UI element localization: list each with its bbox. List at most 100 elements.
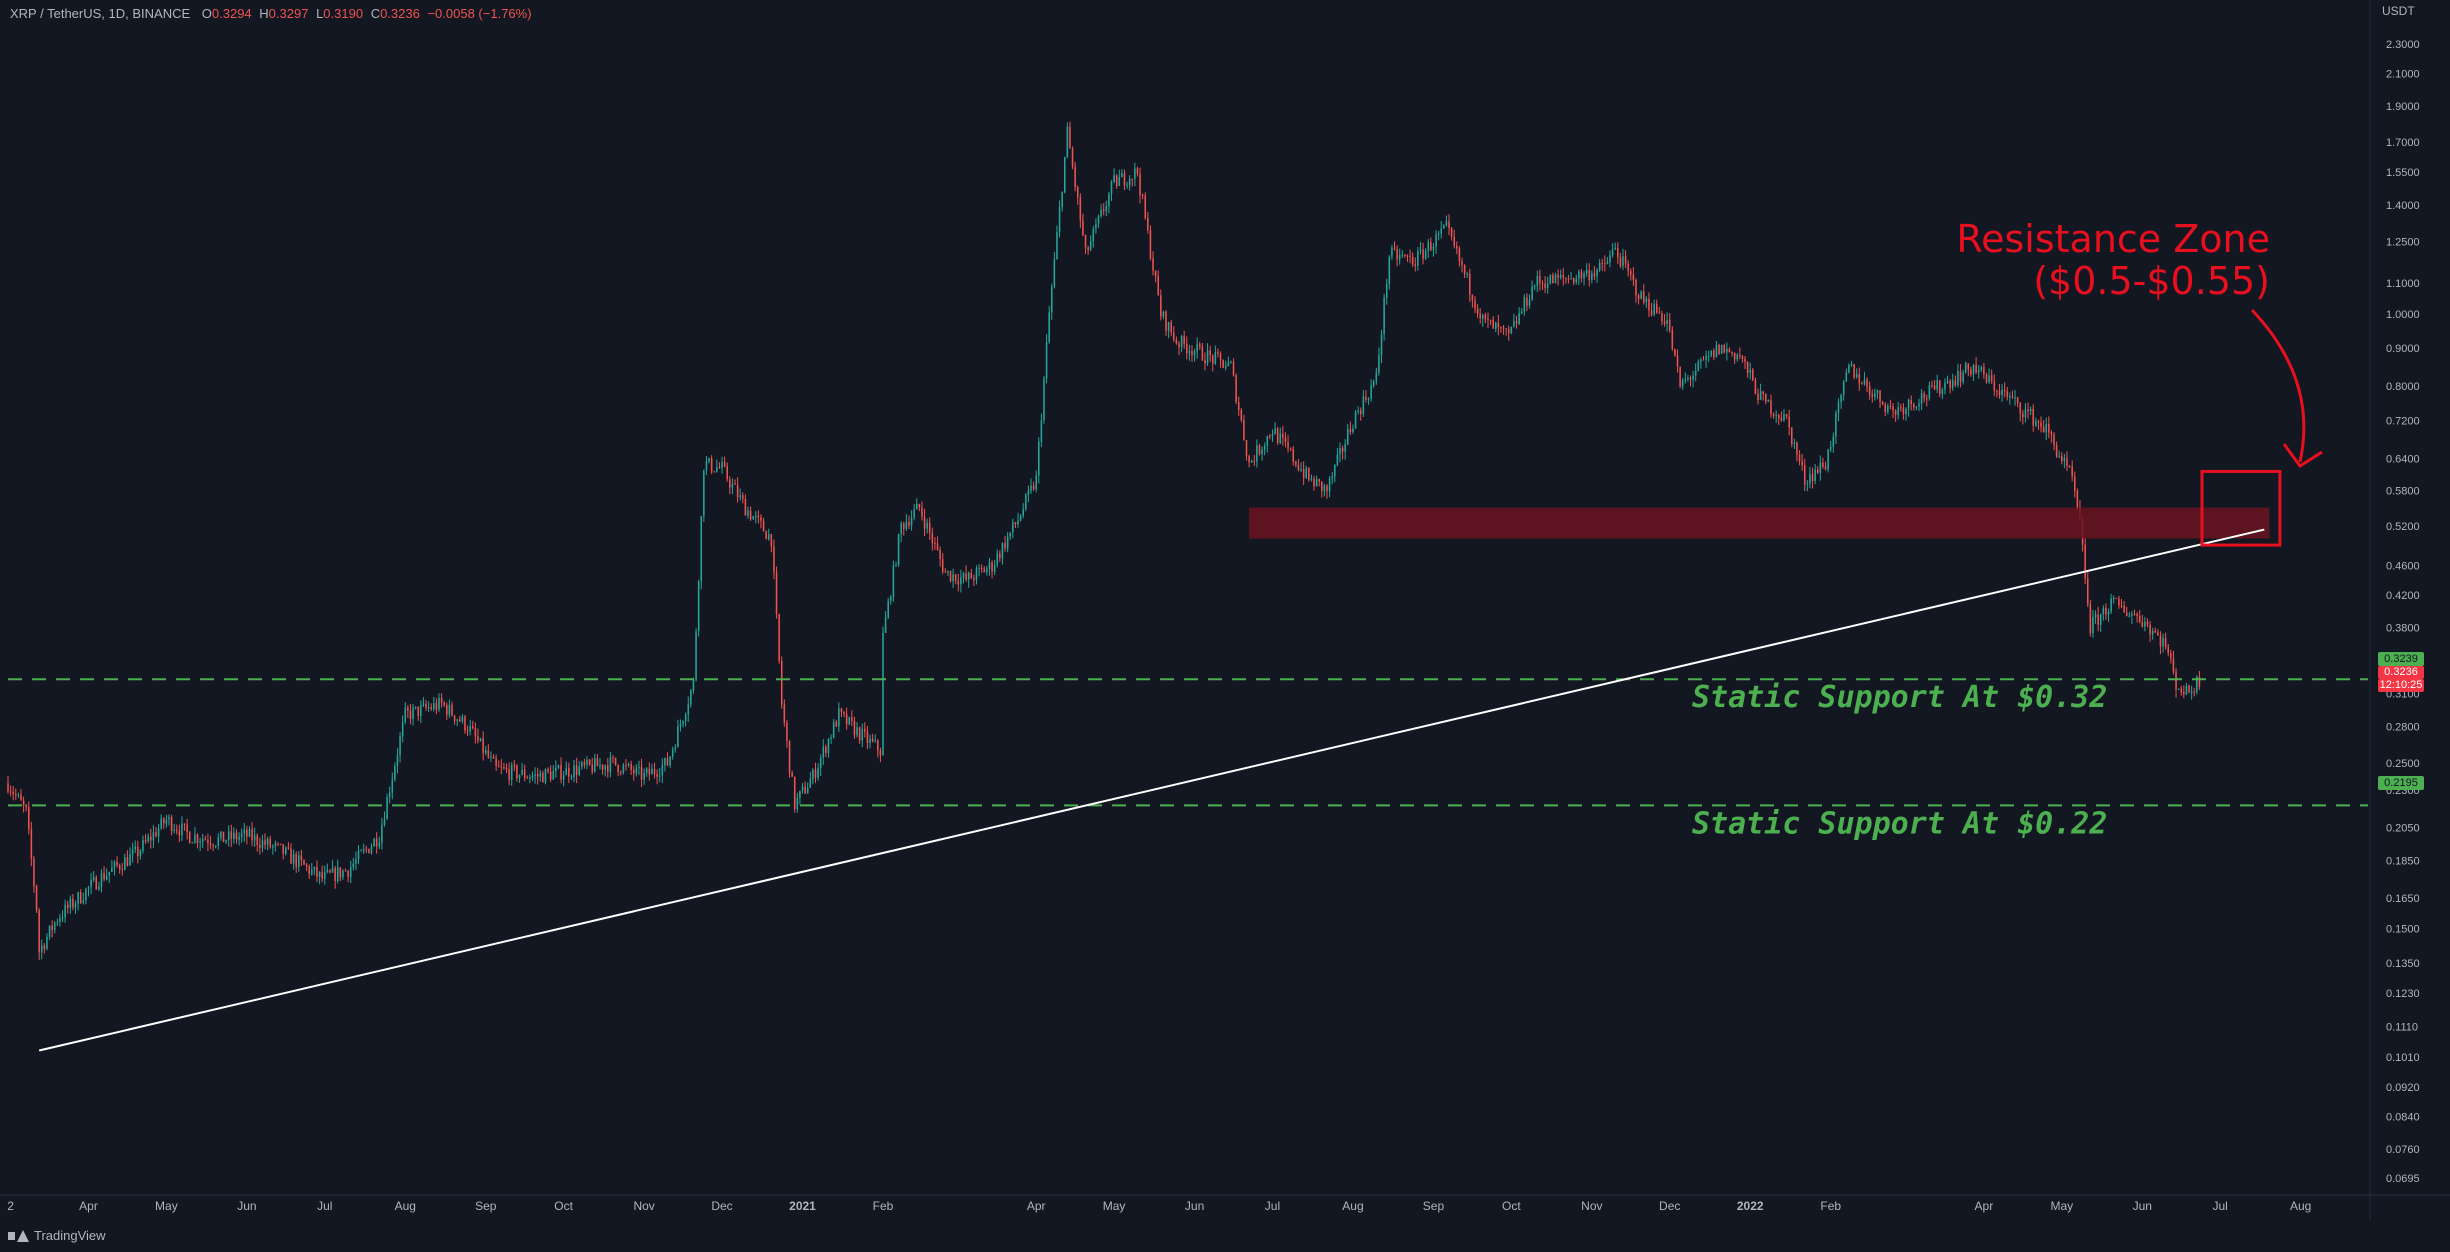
- candle-body: [819, 757, 822, 769]
- candle-body: [1006, 536, 1009, 549]
- candle-body: [1663, 321, 1666, 325]
- candle-body: [298, 855, 300, 868]
- candle-body: [251, 829, 253, 841]
- candle-body: [656, 773, 658, 777]
- candle-body: [370, 846, 373, 854]
- candle-body: [1100, 209, 1102, 216]
- candle-body: [482, 738, 484, 754]
- candle-body: [1796, 442, 1798, 455]
- candle-body: [1959, 370, 1962, 382]
- candle-body: [1292, 448, 1295, 462]
- candle-body: [30, 829, 33, 859]
- candle-body: [1310, 478, 1313, 480]
- candle-body: [313, 866, 316, 870]
- candle-body: [471, 726, 474, 729]
- candle-body: [201, 839, 204, 842]
- candle-body: [812, 769, 814, 780]
- candle-body: [339, 867, 342, 878]
- candle-body: [2128, 615, 2131, 617]
- candle-body: [2053, 434, 2055, 446]
- candle-body: [1339, 448, 1341, 455]
- candle-body: [2055, 445, 2058, 457]
- candle-body: [773, 546, 775, 573]
- y-tick-label: 0.1110: [2386, 1021, 2418, 1033]
- candle-body: [845, 713, 848, 725]
- candle-body: [61, 917, 64, 919]
- support-label: Static Support At $0.32: [1692, 680, 2107, 715]
- candle-body: [1640, 291, 1642, 299]
- candle-body: [295, 854, 297, 868]
- candle-body: [529, 777, 531, 779]
- candle-body: [1126, 184, 1128, 186]
- candle-body: [1437, 233, 1440, 235]
- candle-body: [874, 740, 876, 742]
- candle-body: [1341, 448, 1344, 452]
- candle-body: [1014, 522, 1017, 525]
- candle-body: [2050, 432, 2053, 435]
- y-tick-label: 0.2050: [2386, 822, 2420, 834]
- price-axis[interactable]: 2.3000 2.1000 1.9000 1.7000 1.5500 1.4000 1.25…: [2386, 39, 2420, 1185]
- candle-body: [2084, 544, 2086, 579]
- y-tick-label: 1.7000: [2386, 137, 2420, 149]
- candle-body: [775, 572, 778, 615]
- candle-body: [188, 832, 191, 844]
- x-tick-label: May: [155, 1199, 178, 1213]
- candle-body: [90, 879, 92, 888]
- candle-body: [1642, 291, 1645, 303]
- candle-body: [259, 845, 261, 848]
- candle-body: [1095, 223, 1097, 229]
- candle-body: [1053, 259, 1056, 287]
- candle-body: [2102, 607, 2105, 614]
- candle-body: [1346, 429, 1349, 445]
- candle-body: [609, 757, 612, 772]
- candle-body: [1726, 348, 1728, 353]
- candle-body: [1790, 427, 1793, 444]
- candle-body: [479, 738, 482, 741]
- candle-body: [235, 832, 238, 840]
- candle-body: [183, 823, 186, 825]
- candle-body: [1466, 273, 1468, 275]
- candle-body: [822, 746, 825, 758]
- candle-body: [607, 765, 609, 772]
- y-tick-label: 0.6400: [2386, 454, 2420, 466]
- candle-body: [674, 747, 677, 750]
- candle-body: [12, 792, 14, 795]
- candle-body: [401, 721, 404, 737]
- candle-body: [1295, 461, 1297, 466]
- candle-body: [1515, 320, 1518, 324]
- candle-body: [1484, 314, 1487, 319]
- candle-body: [999, 553, 1001, 558]
- candle-body: [521, 769, 523, 775]
- candle-body: [238, 836, 240, 840]
- candle-body: [1866, 379, 1868, 387]
- candle-body: [396, 755, 399, 767]
- candle-body: [1604, 263, 1606, 265]
- candle-body: [1032, 485, 1035, 490]
- candle-body: [399, 736, 401, 756]
- candle-body: [2170, 653, 2172, 659]
- candle-body: [1871, 394, 1874, 397]
- high-value: 0.3297: [268, 6, 309, 21]
- candle-body: [105, 875, 108, 880]
- candle-body: [1458, 248, 1461, 262]
- candle-body: [1848, 365, 1850, 373]
- candle-body: [1687, 377, 1689, 380]
- candle-body: [2076, 490, 2079, 508]
- candle-body: [495, 758, 497, 766]
- candle-body: [2027, 409, 2029, 412]
- candle-body: [404, 707, 407, 722]
- tradingview-watermark[interactable]: TradingView: [8, 1228, 106, 1243]
- candle-body: [2162, 638, 2164, 647]
- candle-body: [1887, 405, 1889, 413]
- candle-body: [59, 918, 61, 922]
- candle-body: [1186, 343, 1188, 354]
- candle-body: [757, 515, 760, 518]
- time-axis[interactable]: 2 Apr May Jun Jul Aug Sep Oct Nov Dec 2021 Feb Apr Ma…: [7, 1199, 2311, 1213]
- candle-body: [1585, 269, 1588, 274]
- candle-body: [2136, 614, 2138, 617]
- candle-body: [2167, 647, 2170, 654]
- candle-body: [871, 738, 874, 742]
- candle-body: [1757, 393, 1759, 401]
- candle-body: [1263, 445, 1266, 450]
